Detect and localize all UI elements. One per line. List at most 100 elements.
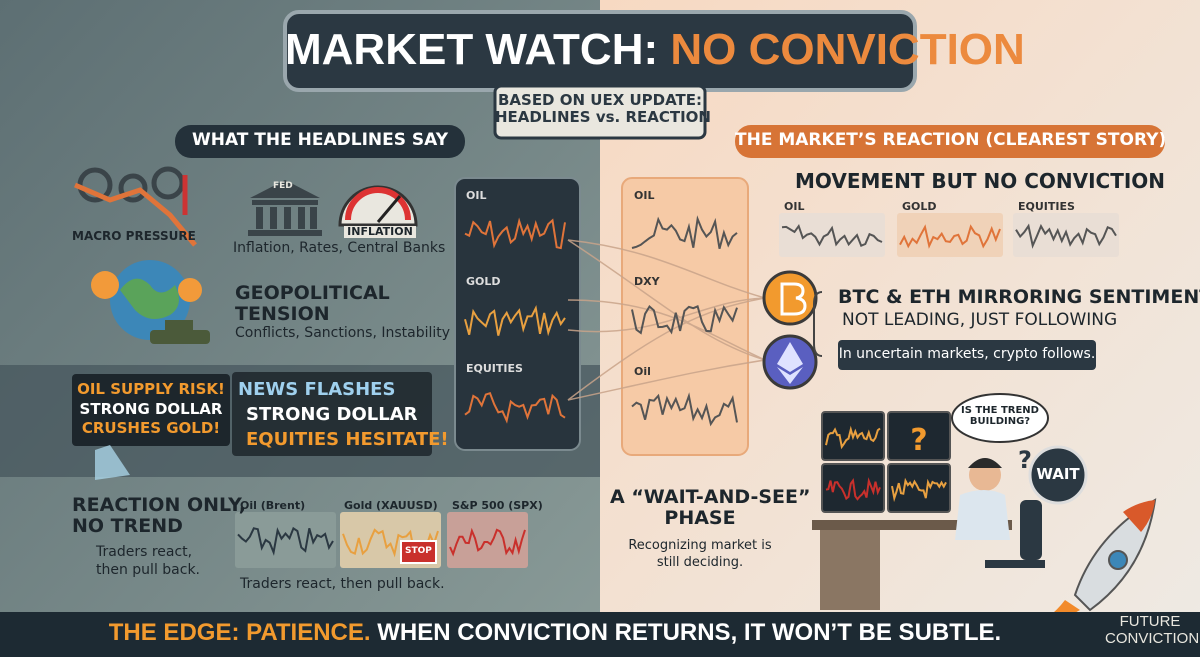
alerts-box bbox=[72, 374, 230, 446]
alert-line: CRUSHES GOLD! bbox=[81, 419, 221, 437]
reaction-title: REACTION ONLY, NO TREND bbox=[72, 495, 246, 537]
panel-label: OIL bbox=[466, 189, 487, 202]
reaction-title-line: REACTION ONLY, bbox=[72, 494, 246, 516]
wait-note-line: Recognizing market is bbox=[628, 538, 772, 553]
bubble-line: IS THE TREND bbox=[961, 405, 1039, 416]
reaction-note-line: Traders react, bbox=[96, 544, 193, 560]
sparkline bbox=[1015, 223, 1117, 249]
decoration bbox=[165, 320, 193, 330]
crypto-brace bbox=[813, 291, 823, 357]
subtitle: BASED ON UEX UPDATE: HEADLINES vs. REACT… bbox=[495, 91, 711, 126]
crypto-subtitle: NOT LEADING, JUST FOLLOWING bbox=[842, 310, 1118, 330]
reaction-chart-label: Gold (XAUUSD) bbox=[344, 499, 438, 512]
alert-line: OIL SUPPLY RISK! bbox=[77, 380, 225, 398]
bubble-line: BUILDING? bbox=[969, 416, 1031, 427]
decoration bbox=[887, 411, 951, 461]
geo-title-line: GEOPOLITICAL bbox=[235, 282, 390, 304]
fed-building bbox=[248, 180, 322, 236]
decoration bbox=[1108, 550, 1128, 570]
eth-symbol bbox=[777, 342, 803, 372]
sparkline-frame bbox=[897, 213, 1003, 257]
reaction-note: Traders react, then pull back. bbox=[96, 543, 200, 579]
macro-caption: Inflation, Rates, Central Banks bbox=[233, 240, 446, 256]
macro-label: MACRO PRESSURE bbox=[72, 229, 196, 243]
decoration bbox=[812, 520, 1012, 530]
reaction-title-line: NO TREND bbox=[72, 514, 183, 537]
sparkline bbox=[464, 305, 566, 337]
globe bbox=[91, 260, 210, 344]
sparkline bbox=[891, 477, 947, 503]
sparkline bbox=[464, 391, 566, 424]
decoration bbox=[345, 187, 411, 221]
left-heading-pill bbox=[175, 125, 465, 158]
decoration bbox=[820, 530, 880, 610]
alerts: OIL SUPPLY RISK! STRONG DOLLAR CRUSHES G… bbox=[72, 380, 230, 439]
inflation-gauge bbox=[338, 185, 418, 227]
decoration bbox=[118, 173, 148, 203]
sparkline bbox=[825, 477, 881, 501]
sparkline bbox=[449, 527, 526, 557]
flash-line: EQUITIES HESITATE! bbox=[246, 429, 449, 451]
sparkline bbox=[464, 217, 566, 250]
decoration bbox=[1123, 500, 1155, 532]
inflation-label: INFLATION bbox=[344, 225, 416, 239]
decoration bbox=[968, 458, 1002, 468]
desk-scene: ? ? bbox=[812, 411, 1045, 610]
panel-label: GOLD bbox=[466, 275, 501, 288]
alert-line: STRONG DOLLAR bbox=[79, 399, 223, 418]
flashes: NEWS FLASHES STRONG DOLLAR EQUITIES HESI… bbox=[238, 377, 449, 453]
subtitle-line: BASED ON UEX UPDATE: bbox=[497, 91, 703, 109]
sparkline bbox=[631, 304, 738, 335]
wait-title-line: A “WAIT-AND-SEE” bbox=[610, 486, 811, 508]
footer-rest: WHEN CONVICTION RETURNS, IT WON’T BE SUB… bbox=[377, 619, 1002, 646]
geo-title: GEOPOLITICAL TENSION bbox=[235, 283, 390, 325]
decoration bbox=[376, 195, 402, 223]
sparkline bbox=[781, 223, 883, 248]
reaction-chart-label: S&P 500 (SPX) bbox=[452, 499, 543, 512]
decoration: ? bbox=[910, 423, 927, 458]
bubble-text: IS THE TREND BUILDING? bbox=[952, 405, 1048, 427]
footer-bar bbox=[0, 612, 1200, 657]
decoration bbox=[150, 330, 210, 344]
wait-badge bbox=[1028, 445, 1088, 505]
decoration bbox=[298, 207, 305, 229]
decoration bbox=[310, 207, 317, 229]
decoration bbox=[821, 463, 885, 513]
crypto-title: BTC & ETH MIRRORING SENTIMENT bbox=[838, 286, 1200, 308]
gears bbox=[77, 166, 185, 203]
btc-coin bbox=[762, 270, 818, 326]
title-lead: MARKET WATCH: bbox=[285, 25, 659, 74]
decoration bbox=[250, 180, 320, 198]
decoration bbox=[567, 359, 766, 401]
sparkline bbox=[631, 215, 738, 249]
flash-line: STRONG DOLLAR bbox=[246, 404, 418, 426]
brand-line: CONVICTION bbox=[1105, 629, 1200, 647]
decoration bbox=[120, 278, 179, 319]
reaction-chart-label: Oil (Brent) bbox=[240, 499, 306, 512]
panel-label: DXY bbox=[634, 275, 660, 288]
stop-sign: STOP bbox=[400, 540, 437, 564]
geo-title-line: TENSION bbox=[235, 302, 330, 325]
sparkline-frame bbox=[779, 213, 885, 257]
decoration bbox=[567, 297, 766, 401]
panel-label: OIL bbox=[634, 189, 655, 202]
movement-chart-label: GOLD bbox=[902, 200, 937, 213]
movement-chart-label: EQUITIES bbox=[1018, 200, 1075, 213]
wait-title: A “WAIT-AND-SEE” PHASE bbox=[610, 486, 811, 529]
sparkline bbox=[237, 526, 334, 556]
title-accent: NO CONVICTION bbox=[670, 25, 1025, 74]
sparkline bbox=[631, 392, 738, 427]
btc-symbol bbox=[780, 282, 807, 316]
subtitle-box bbox=[493, 84, 707, 140]
subtitle-line: HEADLINES vs. REACTION bbox=[495, 107, 711, 126]
decoration bbox=[284, 207, 291, 229]
sparkline bbox=[825, 425, 881, 450]
flashes-box bbox=[232, 372, 432, 456]
decoration bbox=[270, 207, 277, 229]
right-heading-pill bbox=[735, 125, 1165, 158]
sparkline-frame bbox=[235, 512, 336, 568]
flash-line: NEWS FLASHES bbox=[238, 379, 396, 400]
footer-lead: THE EDGE: PATIENCE. bbox=[108, 619, 371, 646]
